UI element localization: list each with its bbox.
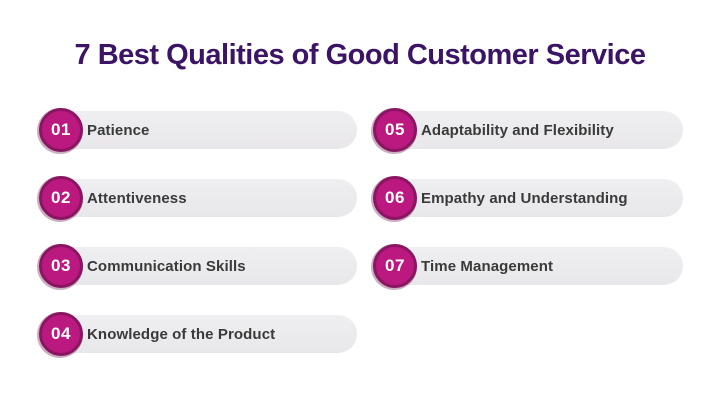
- item-number-badge: 01: [39, 108, 83, 152]
- item-pill: Patience: [45, 111, 357, 149]
- item-number: 05: [385, 120, 405, 139]
- list-item-adaptability-and-flexibility: Adaptability and Flexibility 05: [373, 108, 683, 152]
- item-number: 04: [51, 324, 71, 343]
- item-number-badge: 02: [39, 176, 83, 220]
- item-number: 02: [51, 188, 71, 207]
- item-pill: Empathy and Understanding: [379, 179, 683, 217]
- item-label: Knowledge of the Product: [87, 325, 276, 343]
- item-label: Patience: [87, 121, 150, 139]
- list-item-communication-skills: Communication Skills 03: [39, 244, 357, 288]
- item-number: 06: [385, 188, 405, 207]
- item-number-badge: 07: [373, 244, 417, 288]
- item-pill: Knowledge of the Product: [45, 315, 357, 353]
- qualities-grid: Patience 01 Attentiveness 02 Communicati…: [0, 108, 720, 380]
- list-item-patience: Patience 01: [39, 108, 357, 152]
- right-column: Adaptability and Flexibility 05 Empathy …: [373, 108, 683, 380]
- item-label: Attentiveness: [87, 189, 187, 207]
- item-number-badge: 04: [39, 312, 83, 356]
- item-number-badge: 03: [39, 244, 83, 288]
- infographic-page: 7 Best Qualities of Good Customer Servic…: [0, 36, 720, 404]
- item-label: Time Management: [421, 257, 554, 275]
- left-column: Patience 01 Attentiveness 02 Communicati…: [39, 108, 357, 380]
- item-number: 03: [51, 256, 71, 275]
- list-item-attentiveness: Attentiveness 02: [39, 176, 357, 220]
- list-item-empathy-and-understanding: Empathy and Understanding 06: [373, 176, 683, 220]
- item-label: Communication Skills: [87, 257, 246, 275]
- item-number: 07: [385, 256, 405, 275]
- item-pill: Time Management: [379, 247, 683, 285]
- item-number: 01: [51, 120, 71, 139]
- item-pill: Communication Skills: [45, 247, 357, 285]
- item-pill: Attentiveness: [45, 179, 357, 217]
- item-label: Adaptability and Flexibility: [421, 121, 614, 139]
- page-title: 7 Best Qualities of Good Customer Servic…: [74, 39, 646, 71]
- item-number-badge: 06: [373, 176, 417, 220]
- item-number-badge: 05: [373, 108, 417, 152]
- list-item-time-management: Time Management 07: [373, 244, 683, 288]
- list-item-knowledge-of-the-product: Knowledge of the Product 04: [39, 312, 357, 356]
- item-label: Empathy and Understanding: [421, 189, 628, 207]
- item-pill: Adaptability and Flexibility: [379, 111, 683, 149]
